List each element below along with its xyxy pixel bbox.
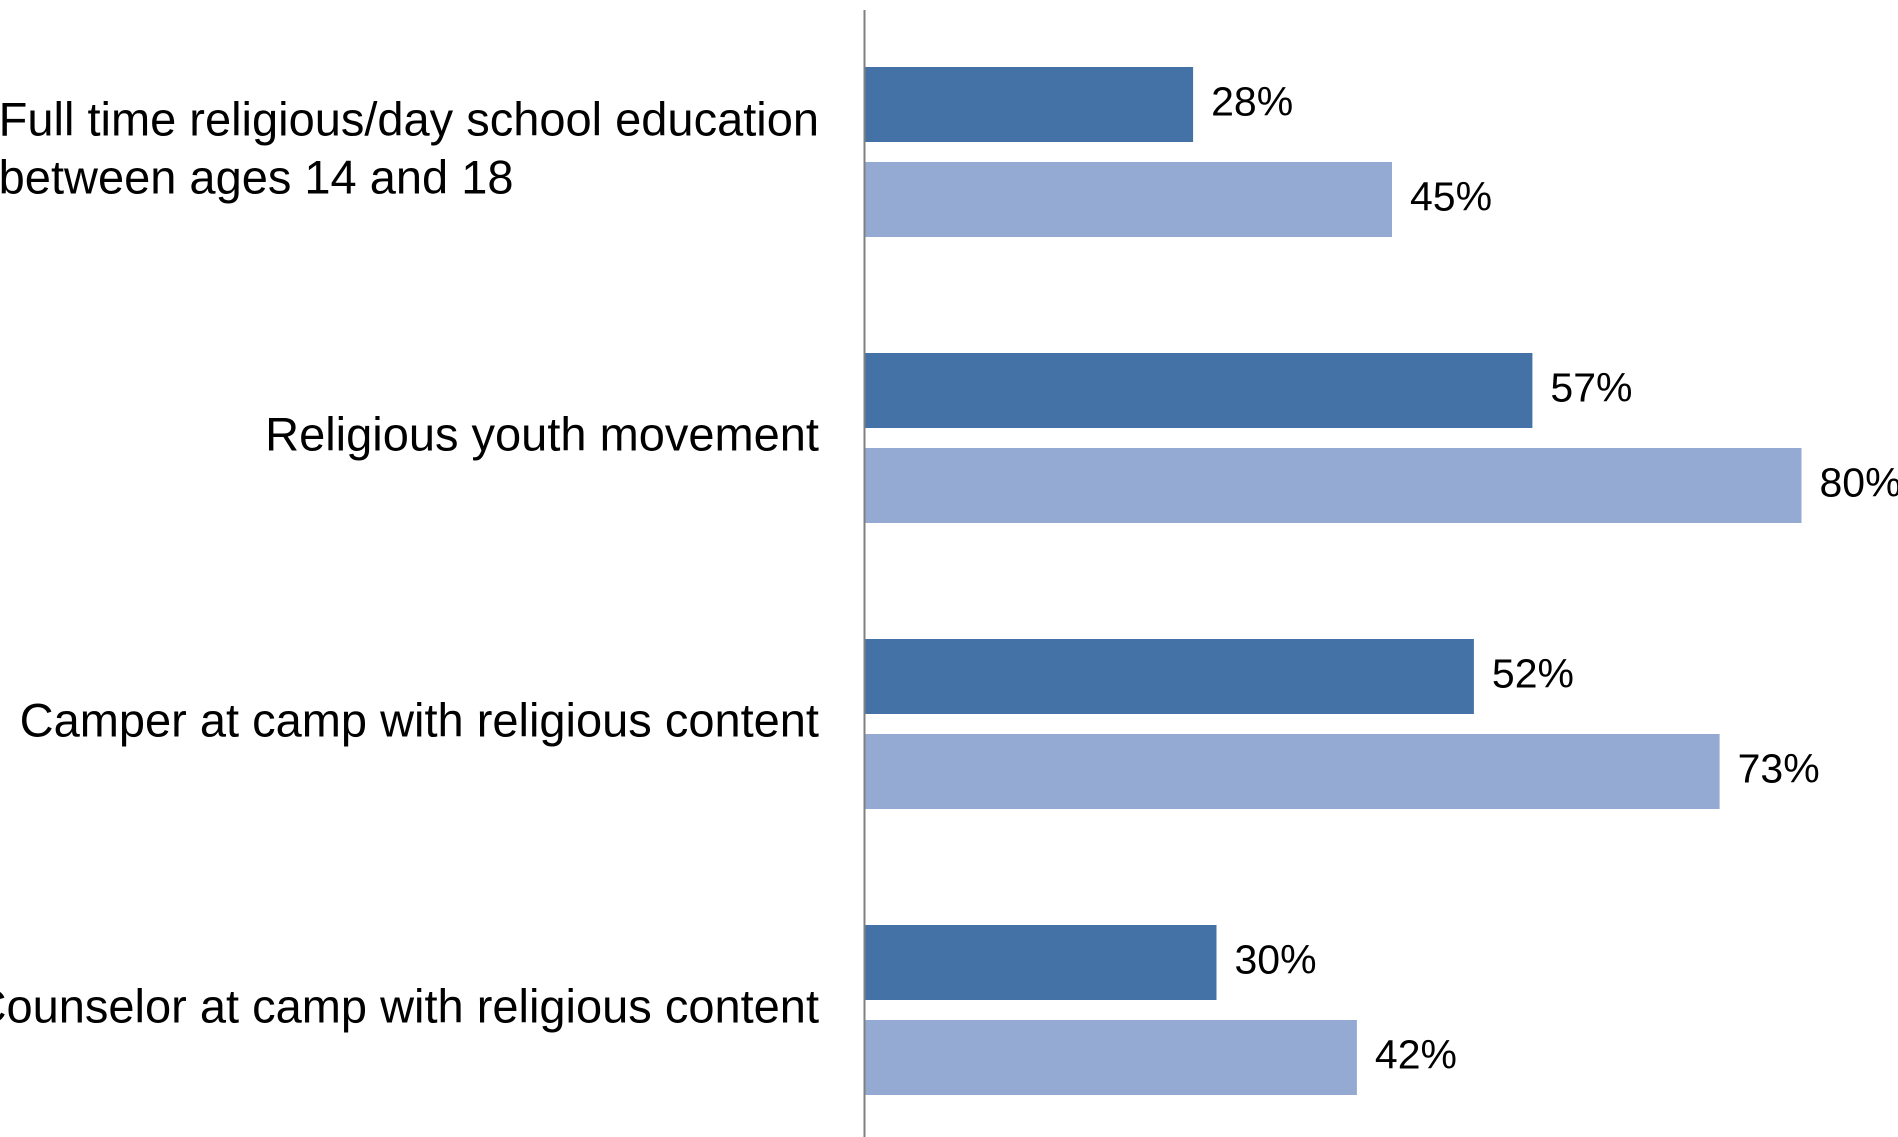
bar: [865, 734, 1720, 809]
data-label: 42%: [1375, 1031, 1457, 1077]
bar: [865, 1020, 1357, 1095]
bar: [865, 639, 1474, 714]
category-labels: Full time religious/day school education…: [0, 92, 819, 1032]
category-label: Camper at camp with religious content: [20, 693, 819, 746]
bar: [865, 448, 1802, 523]
data-label: 30%: [1235, 936, 1317, 982]
data-label: 28%: [1211, 78, 1293, 124]
data-label: 52%: [1492, 650, 1574, 696]
bar: [865, 162, 1392, 237]
bar: [865, 353, 1533, 428]
category-label: between ages 14 and 18: [0, 150, 514, 203]
data-labels: 28% 45% 57% 80% 52% 73% 30% 42%: [1211, 78, 1898, 1077]
data-label: 57%: [1550, 364, 1632, 410]
data-label: 73%: [1738, 745, 1820, 791]
bar: [865, 67, 1194, 142]
data-label: 80%: [1820, 459, 1898, 505]
data-label: 45%: [1410, 173, 1492, 219]
category-label: Full time religious/day school education: [0, 92, 819, 145]
category-label: Counselor at camp with religious content: [0, 979, 819, 1032]
bar: [865, 925, 1217, 1000]
bars: [865, 67, 1802, 1095]
category-label: Religious youth movement: [265, 407, 819, 460]
